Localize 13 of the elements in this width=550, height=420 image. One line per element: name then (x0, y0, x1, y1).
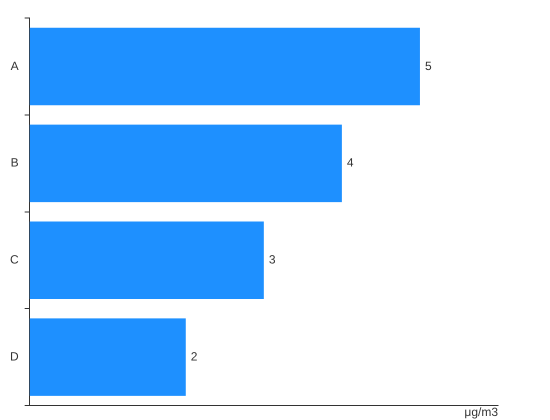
data-label: 4 (346, 156, 354, 170)
y-tick-label: D (10, 349, 19, 364)
bar (30, 221, 264, 300)
data-label: 3 (268, 252, 276, 267)
bar (30, 28, 420, 106)
bar (30, 318, 186, 396)
bar (30, 124, 342, 202)
data-label: 2 (190, 349, 198, 364)
x-axis-title: μg/m3 (464, 405, 498, 420)
data-label: 5 (424, 58, 432, 73)
y-tick-label: B (10, 156, 19, 170)
y-tick-label: A (10, 58, 19, 73)
y-tick-label: C (10, 252, 19, 267)
